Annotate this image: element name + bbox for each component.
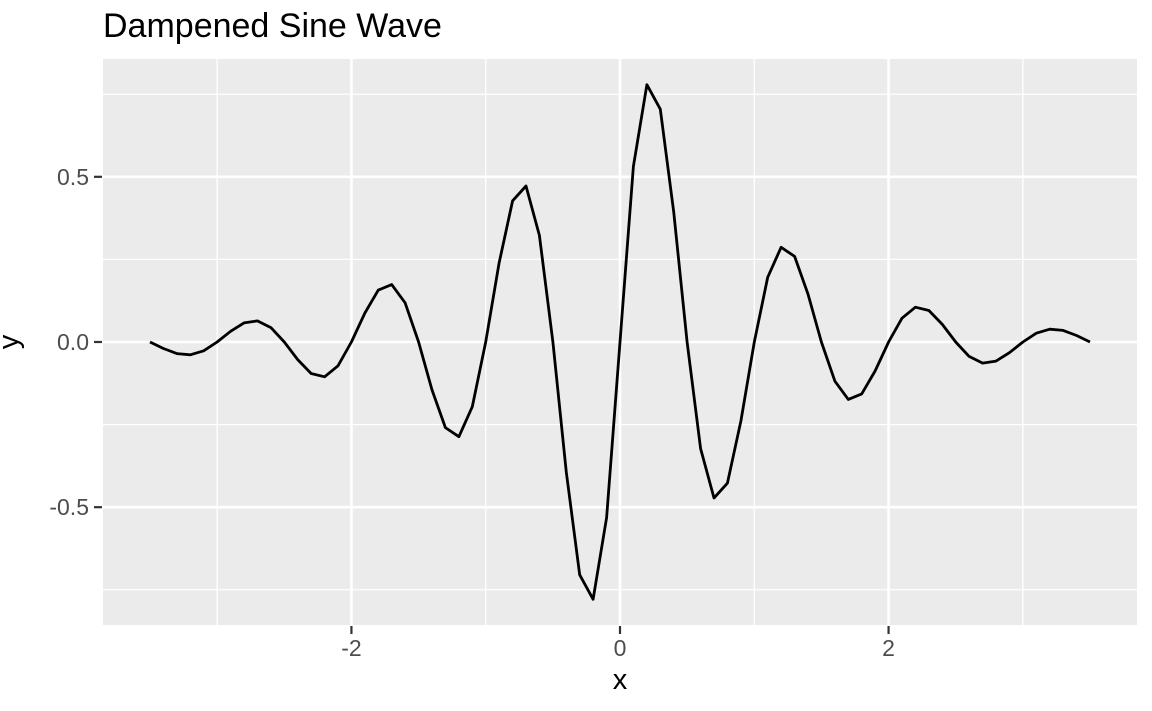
x-tick-label: 2 xyxy=(882,635,895,661)
chart-title: Dampened Sine Wave xyxy=(103,7,442,45)
y-tick-label: 0.0 xyxy=(57,329,89,355)
series-line xyxy=(149,83,1091,601)
y-tick-label: -0.5 xyxy=(49,494,89,520)
x-axis-title: x xyxy=(612,664,628,696)
x-tick-label: 0 xyxy=(614,635,627,661)
y-tick-label: 0.5 xyxy=(57,164,89,190)
x-tick-label: -2 xyxy=(341,635,361,661)
